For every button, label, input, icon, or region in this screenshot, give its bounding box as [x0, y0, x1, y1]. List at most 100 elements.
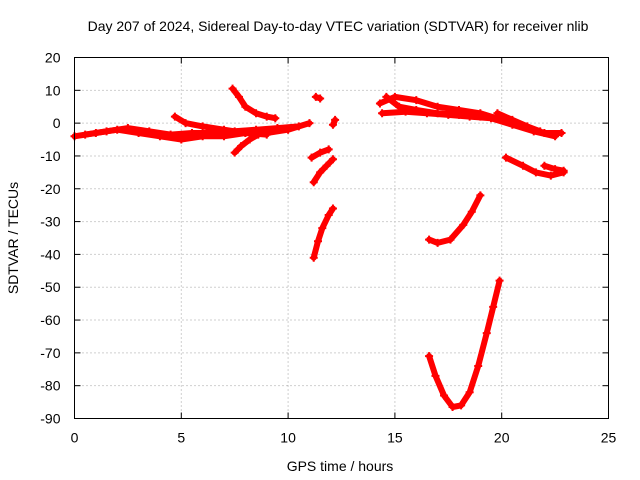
- data-point: [241, 128, 250, 137]
- data-series-8: [309, 155, 337, 187]
- y-tick-label: -70: [40, 345, 60, 361]
- data-point: [501, 153, 510, 162]
- data-point: [230, 148, 239, 157]
- series-line: [426, 277, 503, 410]
- data-point: [474, 361, 483, 370]
- data-point: [425, 235, 434, 244]
- data-point: [331, 115, 340, 124]
- ticks: 0 5 10 15 20 25 20 10 0 -10 -20 -30 -40 -50 -60 -70 -80 -…: [40, 50, 616, 446]
- data-series-15: [501, 153, 568, 180]
- data-point: [489, 302, 498, 311]
- data-point: [328, 204, 337, 213]
- data-point: [433, 109, 442, 118]
- series-line: [494, 110, 544, 135]
- data-series-3: [170, 112, 271, 139]
- data-point: [536, 127, 545, 136]
- data-point: [375, 99, 384, 108]
- data-point: [316, 94, 325, 103]
- y-tick-label: -10: [40, 148, 60, 164]
- data-point: [318, 224, 327, 233]
- data-point: [523, 122, 532, 131]
- x-tick-label: 10: [280, 430, 296, 446]
- x-tick-label: 15: [387, 430, 403, 446]
- data-point: [431, 371, 440, 380]
- y-tick-label: -50: [40, 279, 60, 295]
- series-layer: [70, 84, 568, 412]
- data-point: [241, 102, 250, 111]
- data-point: [454, 110, 463, 119]
- y-axis-label: SDTVAR / TECUs: [5, 182, 21, 294]
- data-series-6: [311, 92, 325, 103]
- data-series-9: [309, 204, 337, 262]
- data-point: [271, 114, 280, 123]
- y-tick-label: -90: [40, 411, 60, 427]
- data-point: [170, 112, 179, 121]
- y-tick-label: -60: [40, 312, 60, 328]
- data-point: [508, 115, 517, 124]
- data-point: [476, 112, 485, 121]
- data-point: [294, 122, 303, 131]
- data-series-10: [328, 115, 340, 129]
- data-point: [540, 161, 549, 170]
- plot-frame: [74, 57, 609, 419]
- x-tick-label: 25: [601, 430, 617, 446]
- data-point: [495, 276, 504, 285]
- data-point: [309, 178, 318, 187]
- data-point: [519, 161, 528, 170]
- data-point: [262, 112, 271, 121]
- data-series-14: [493, 109, 545, 136]
- data-point: [316, 148, 325, 157]
- data-point: [145, 127, 154, 136]
- x-tick-label: 20: [494, 430, 510, 446]
- data-point: [324, 145, 333, 154]
- x-tick-label: 0: [71, 430, 79, 446]
- data-point: [395, 102, 404, 111]
- data-point: [220, 125, 229, 134]
- data-point: [440, 391, 449, 400]
- data-point: [309, 253, 318, 262]
- data-point: [81, 130, 90, 139]
- y-tick-label: -20: [40, 181, 60, 197]
- data-point: [382, 92, 391, 101]
- data-point: [322, 161, 331, 170]
- data-point: [324, 211, 333, 220]
- y-tick-label: 20: [45, 50, 61, 66]
- data-point: [378, 109, 387, 118]
- data-point: [262, 127, 271, 136]
- data-point: [181, 119, 190, 128]
- grid: [74, 57, 609, 419]
- data-point: [546, 171, 555, 180]
- data-point: [559, 166, 568, 175]
- data-point: [390, 92, 399, 101]
- data-point: [551, 165, 560, 174]
- data-point: [305, 119, 314, 128]
- data-point: [487, 114, 496, 123]
- data-point: [198, 122, 207, 131]
- data-point: [467, 207, 476, 216]
- data-point: [448, 403, 457, 412]
- data-point: [234, 92, 243, 101]
- data-series-2: [81, 122, 303, 139]
- data-point: [412, 106, 421, 115]
- y-tick-label: -80: [40, 378, 60, 394]
- data-point: [465, 388, 474, 397]
- data-series-17: [425, 191, 485, 247]
- data-point: [311, 92, 320, 101]
- data-point: [446, 235, 455, 244]
- data-series-7: [307, 145, 333, 162]
- data-point: [273, 124, 282, 133]
- y-tick-label: -40: [40, 246, 60, 262]
- data-point: [557, 128, 566, 137]
- data-point: [493, 109, 502, 118]
- data-point: [187, 128, 196, 137]
- data-point: [316, 168, 325, 177]
- data-point: [102, 127, 111, 136]
- data-point: [123, 124, 132, 133]
- data-point: [476, 191, 485, 200]
- data-point: [328, 120, 337, 129]
- data-point: [412, 96, 421, 105]
- x-axis-label: GPS time / hours: [287, 458, 394, 474]
- data-series-5: [230, 127, 271, 157]
- data-point: [166, 130, 175, 139]
